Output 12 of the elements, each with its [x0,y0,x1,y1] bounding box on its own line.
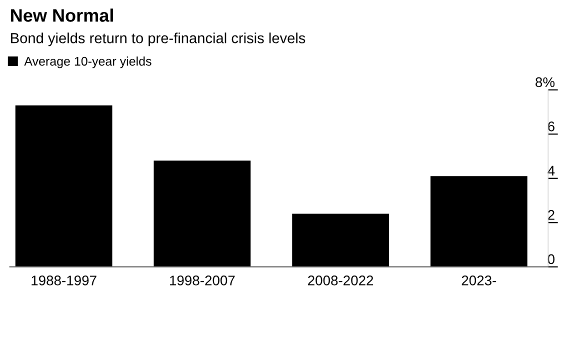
y-tick-label: 4 [548,166,555,176]
y-tick-label: 6 [548,122,554,132]
x-tick-label: 2008-2022 [308,276,374,286]
x-tick-label: 1998-2007 [170,276,235,286]
chart-subtitle: Bond yields return to pre-financial crisis levels [11,32,306,46]
y-tick-label: 2 [548,210,554,220]
legend-label: Average 10-year yields [24,56,152,68]
y-tick-label: 0 [548,254,554,264]
x-tick-label: 1988-1997 [32,276,96,286]
chart-title: New Normal [11,8,113,22]
x-tick-label: 2023- [462,276,496,286]
y-tick-label: 8% [536,77,555,88]
